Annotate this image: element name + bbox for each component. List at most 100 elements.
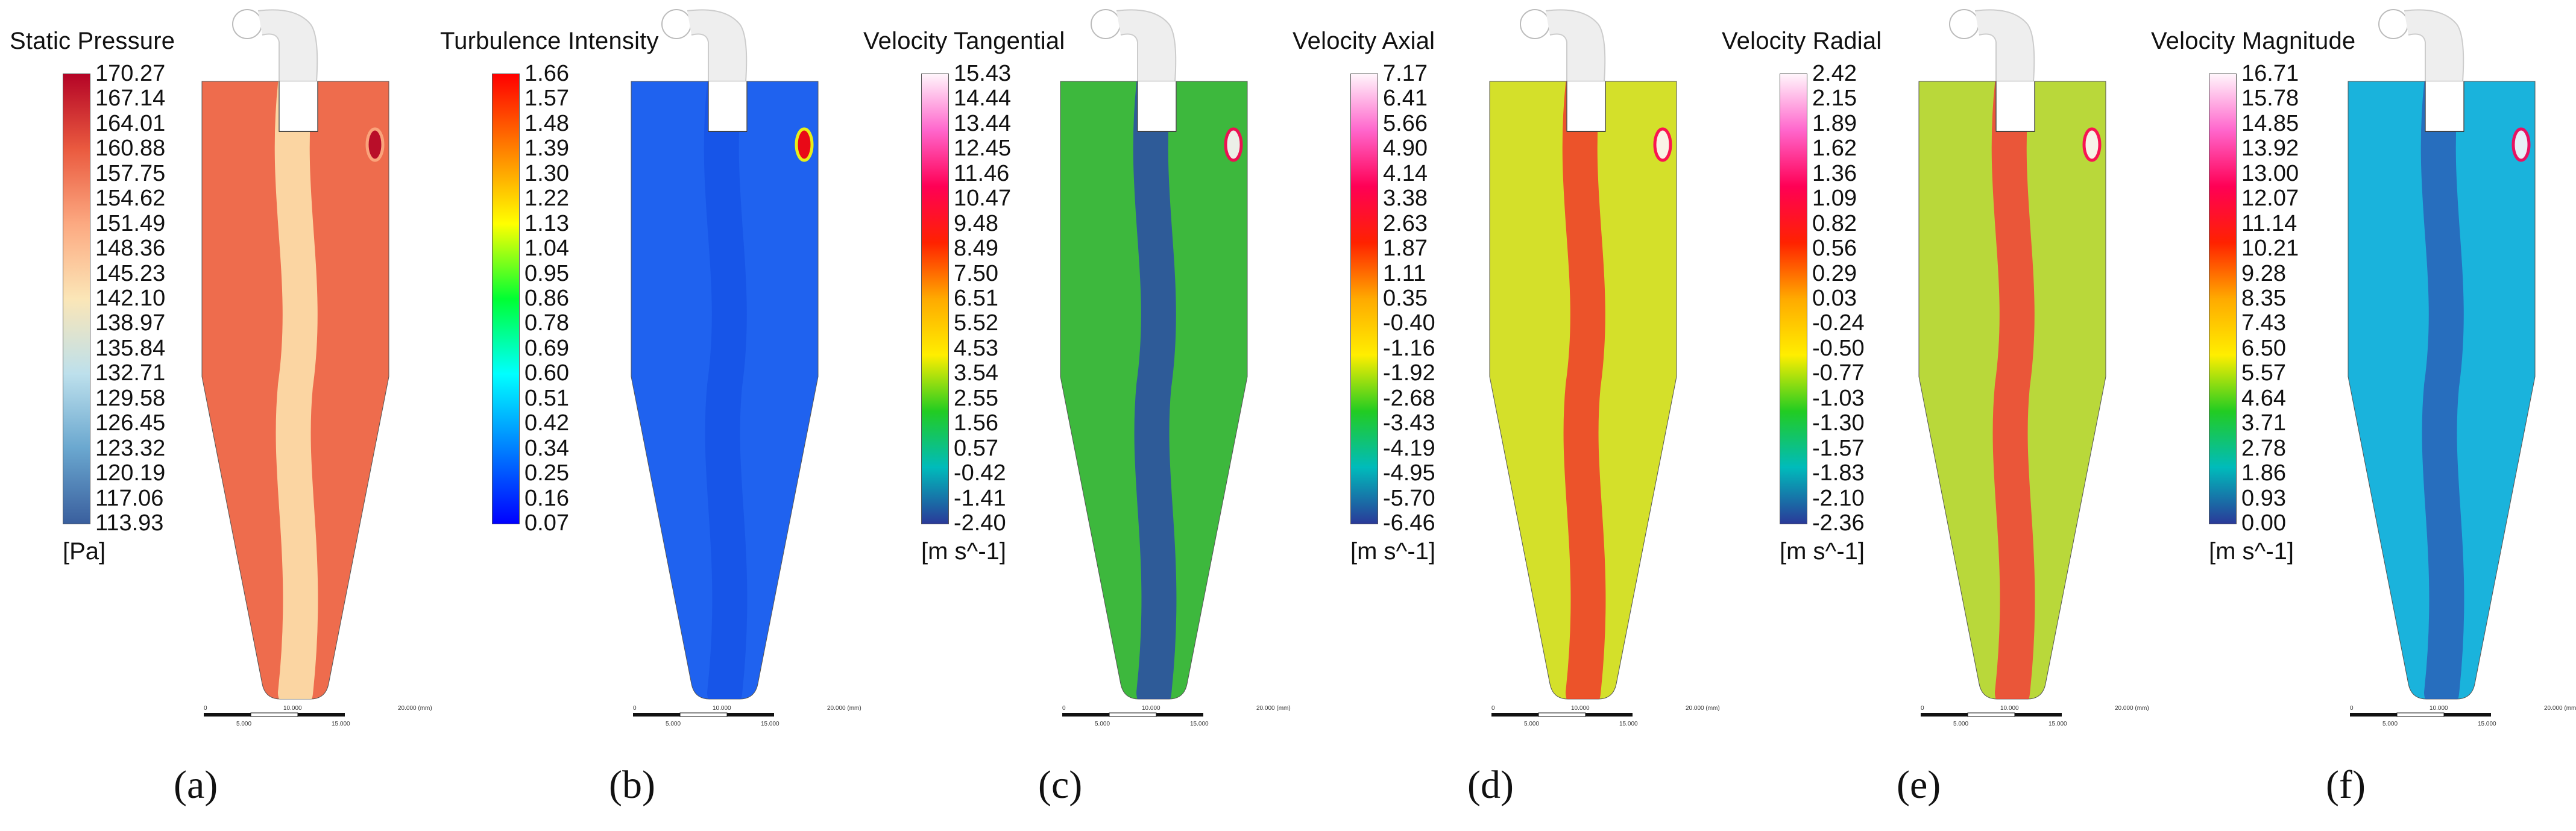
scale-bar-label: 5.000 <box>1095 721 1110 727</box>
scale-bar-label: 15.000 <box>2049 721 2067 727</box>
scale-bar: 0 5.000 10.000 15.000 20.000 (mm) <box>633 705 861 727</box>
colorbar-tick-label: 0.86 <box>524 286 569 311</box>
colorbar-ticks: 170.27 167.14 164.01 160.88 157.75 154.62 151.… <box>95 62 186 536</box>
contour-plot: 0 5.000 10.000 15.000 20.000 (mm) <box>1898 0 2149 735</box>
colorbar-tick-label: 160.88 <box>95 136 166 161</box>
colorbar-tick-label: 13.00 <box>2241 160 2299 186</box>
colorbar-ticks: 16.71 15.78 14.85 13.92 13.00 12.07 11.14 10.21… <box>2241 62 2332 535</box>
colorbar-tick-label: 0.07 <box>524 510 569 536</box>
colorbar <box>2209 74 2237 524</box>
panel-label: (d) <box>1467 763 1514 807</box>
colorbar-tick-label: 157.75 <box>95 160 166 186</box>
chart-panel-f: Velocity Magnitude 16.71 15.78 14.85 13.92 13… <box>2146 0 2576 831</box>
colorbar-tick-label: 164.01 <box>95 110 166 136</box>
colorbar-tick-label: 0.95 <box>524 260 569 286</box>
colorbar-tick-label: 145.23 <box>95 260 166 286</box>
colorbar-unit: [Pa] <box>63 538 106 565</box>
scale-bar-label: 0 <box>1062 705 1066 712</box>
colorbar-tick-label: 7.50 <box>954 260 998 286</box>
colorbar-tick-label: 1.56 <box>954 410 998 436</box>
scale-bar-label: 5.000 <box>1953 721 1968 727</box>
inlet-pipe <box>1520 9 1606 82</box>
colorbar-tick-label: 1.57 <box>524 86 569 111</box>
colorbar-tick-label: 2.55 <box>954 385 998 411</box>
scale-bar-label: 15.000 <box>332 721 350 727</box>
scale-bar-label: 10.000 <box>1142 705 1160 712</box>
colorbar-tick-label: -1.57 <box>1812 435 1865 461</box>
colorbar-tick-label: 0.51 <box>524 385 569 411</box>
colorbar-tick-label: -2.40 <box>954 510 1006 536</box>
colorbar-tick-label: 1.04 <box>524 236 569 262</box>
colorbar <box>921 74 949 524</box>
vortex-core <box>1991 81 2035 699</box>
vortex-finder <box>1995 81 2035 132</box>
colorbar-tick-label: 13.92 <box>2241 136 2299 161</box>
colorbar-tick-label: 4.90 <box>1383 136 1428 161</box>
colorbar-tick-label: 15.78 <box>2241 86 2299 111</box>
contour-svg: 0 5.000 10.000 15.000 20.000 (mm) <box>631 9 861 727</box>
colorbar-tick-label: 0.42 <box>524 410 569 436</box>
colorbar-tick-label: 1.39 <box>524 136 569 161</box>
panel-label: (c) <box>1038 763 1083 807</box>
contour-svg: 0 5.000 10.000 15.000 20.000 (mm) <box>1489 9 1720 727</box>
colorbar-tick-label: -0.77 <box>1812 360 1865 386</box>
colorbar-tick-label: 12.07 <box>2241 186 2299 212</box>
colorbar-tick-label: 11.46 <box>954 160 1010 186</box>
scale-bar-label: 20.000 (mm) <box>1686 705 1720 712</box>
colorbar-tick-label: -4.95 <box>1383 460 1435 486</box>
inlet-pipe <box>1091 9 1177 82</box>
scale-bar-label: 10.000 <box>2000 705 2019 712</box>
scale-bar: 0 5.000 10.000 15.000 20.000 (mm) <box>2350 705 2576 727</box>
colorbar-tick-label: 2.78 <box>2241 435 2286 461</box>
vortex-finder <box>279 81 318 132</box>
scale-bar-label: 10.000 <box>713 705 731 712</box>
contour-svg: 0 5.000 10.000 15.000 20.000 (mm) <box>201 9 432 727</box>
colorbar-tick-label: 1.36 <box>1812 160 1857 186</box>
colorbar-tick-label: 126.45 <box>95 410 166 436</box>
colorbar-tick-label: 1.30 <box>524 160 569 186</box>
colorbar-tick-label: -1.92 <box>1383 360 1435 386</box>
colorbar-tick-label: 1.22 <box>524 186 569 212</box>
contour-plot: 0 5.000 10.000 15.000 20.000 (mm) <box>610 0 861 735</box>
colorbar-tick-label: 148.36 <box>95 236 166 262</box>
panel-label: (a) <box>174 763 218 807</box>
panel-label: (b) <box>609 763 655 807</box>
colorbar-unit: [m s^-1] <box>1350 538 1435 565</box>
scale-bar-label: 15.000 <box>2478 721 2496 727</box>
contour-plot: 0 5.000 10.000 15.000 20.000 (mm) <box>181 0 432 735</box>
vortex-core <box>2420 81 2464 699</box>
scale-bar-label: 10.000 <box>283 705 302 712</box>
colorbar-tick-label: 4.64 <box>2241 385 2286 411</box>
colorbar-tick-label: -3.43 <box>1383 410 1435 436</box>
colorbar-tick-label: 1.62 <box>1812 136 1857 161</box>
scale-bar-label: 20.000 (mm) <box>1256 705 1291 712</box>
colorbar-tick-label: 129.58 <box>95 385 166 411</box>
colorbar-tick-label: 167.14 <box>95 86 166 111</box>
inlet-pipe <box>232 9 318 82</box>
vortex-core <box>1133 81 1177 699</box>
colorbar-tick-label: -0.40 <box>1383 310 1435 336</box>
colorbar-tick-label: 2.15 <box>1812 86 1857 111</box>
colorbar-tick-label: 113.93 <box>95 510 164 536</box>
colorbar-unit: [m s^-1] <box>921 538 1006 565</box>
colorbar-tick-label: 9.28 <box>2241 260 2286 286</box>
colorbar-tick-label: 1.89 <box>1812 110 1857 136</box>
colorbar-unit: [m s^-1] <box>2209 538 2294 565</box>
colorbar-tick-label: 6.51 <box>954 286 998 311</box>
colorbar-tick-label: 1.48 <box>524 110 569 136</box>
colorbar-tick-label: -1.83 <box>1812 460 1865 486</box>
colorbar-tick-label: 2.42 <box>1812 61 1857 86</box>
colorbar-tick-label: 132.71 <box>95 360 166 386</box>
scale-bar-label: 0 <box>204 705 207 712</box>
colorbar-tick-label: 117.06 <box>95 485 164 511</box>
scale-bar-label: 10.000 <box>2430 705 2448 712</box>
colorbar-tick-label: 0.16 <box>524 485 569 511</box>
colorbar-tick-label: 12.45 <box>954 136 1012 161</box>
colorbar-tick-label: 0.82 <box>1812 210 1857 236</box>
vortex-core <box>274 81 318 699</box>
vortex-finder <box>1566 81 1606 132</box>
scale-bar-label: 5.000 <box>1524 721 1539 727</box>
colorbar-tick-label: 15.43 <box>954 61 1012 86</box>
scale-bar: 0 5.000 10.000 15.000 20.000 (mm) <box>1062 705 1291 727</box>
colorbar-tick-label: 142.10 <box>95 286 166 311</box>
